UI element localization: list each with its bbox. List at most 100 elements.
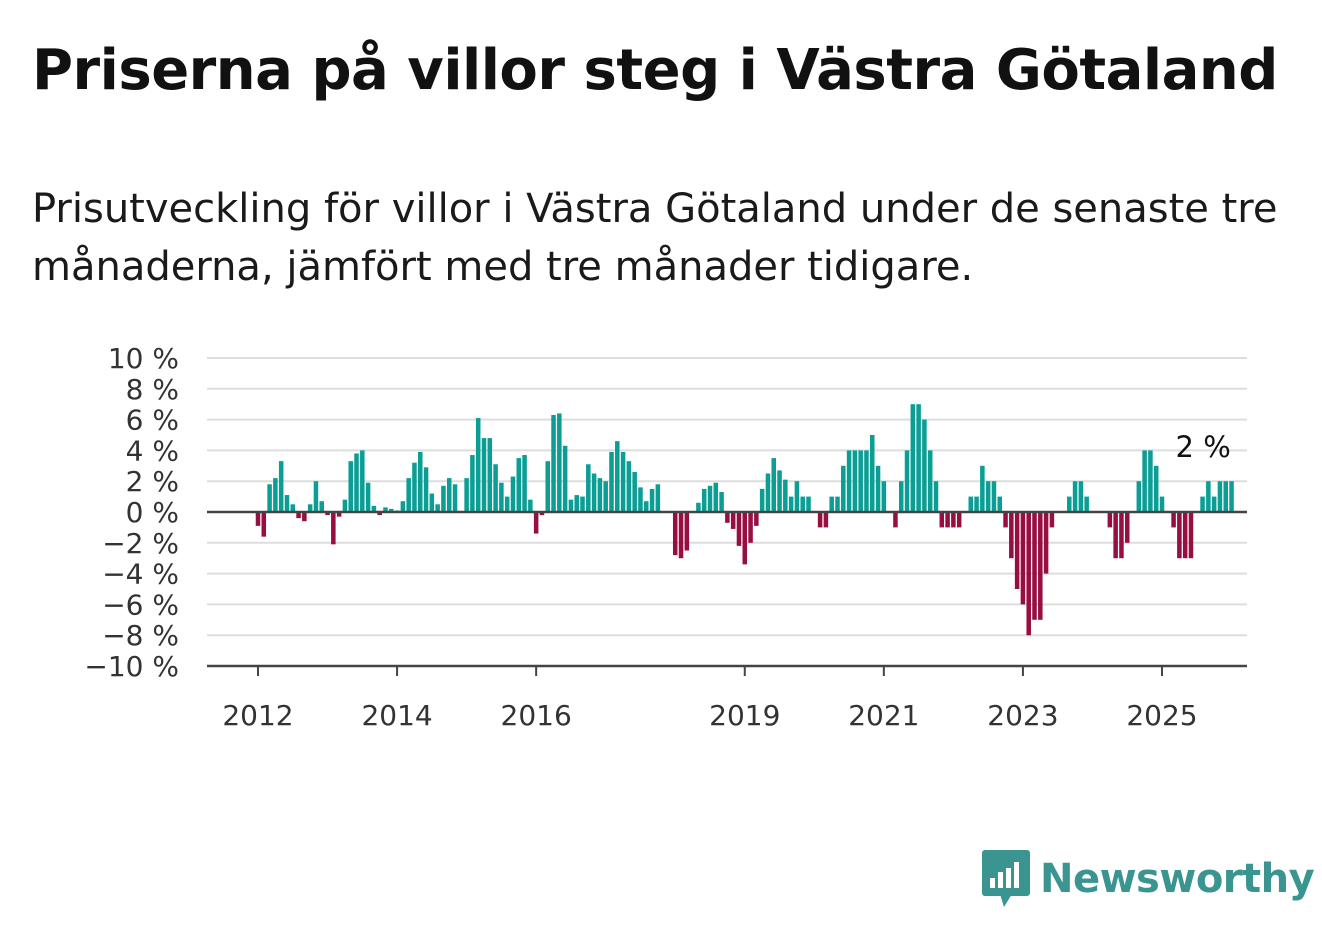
bar xyxy=(846,450,852,512)
bar xyxy=(1107,512,1113,528)
y-tick-label: −4 % xyxy=(102,558,179,591)
bar xyxy=(371,505,377,512)
bar xyxy=(794,481,800,512)
bar xyxy=(1171,512,1176,528)
last-value-annotation: 2 % xyxy=(1176,430,1231,464)
bar xyxy=(985,481,991,512)
bar xyxy=(562,445,568,512)
bar xyxy=(1072,481,1078,512)
bar xyxy=(719,491,724,512)
bar xyxy=(806,496,811,512)
bar xyxy=(742,512,748,565)
y-tick-label: −10 % xyxy=(84,650,179,683)
bar xyxy=(626,461,632,512)
bar xyxy=(1043,512,1049,574)
bar xyxy=(1014,512,1020,589)
bar xyxy=(1142,450,1147,512)
bar xyxy=(499,482,504,512)
bar xyxy=(898,481,904,512)
bar xyxy=(475,418,481,512)
bar xyxy=(406,478,411,512)
x-tick-label: 2012 xyxy=(222,699,293,732)
y-tick-label: −8 % xyxy=(102,619,179,652)
bar xyxy=(354,453,359,512)
bar xyxy=(765,473,771,512)
bar xyxy=(997,496,1002,512)
bar xyxy=(1211,496,1217,512)
x-tick-label: 2025 xyxy=(1126,699,1197,732)
bar xyxy=(365,482,371,512)
axes xyxy=(207,510,1247,676)
bar xyxy=(736,512,742,546)
bar xyxy=(1113,512,1118,559)
bar xyxy=(1084,496,1089,512)
bar xyxy=(823,512,829,528)
y-tick-label: 0 % xyxy=(126,496,179,529)
bar xyxy=(852,450,858,512)
bar xyxy=(1153,465,1159,512)
bar xyxy=(533,512,539,534)
bar xyxy=(1032,512,1037,620)
bar xyxy=(922,419,927,512)
x-tick-label: 2014 xyxy=(361,699,432,732)
bar xyxy=(754,512,759,526)
bar xyxy=(557,413,562,512)
bar xyxy=(429,493,435,512)
bar xyxy=(551,414,556,512)
bar xyxy=(377,512,382,516)
bar xyxy=(568,499,574,512)
bar xyxy=(1038,512,1043,620)
bar xyxy=(777,470,782,512)
bar xyxy=(574,495,579,512)
bar xyxy=(348,461,353,512)
bar xyxy=(470,455,475,512)
x-tick-label: 2023 xyxy=(987,699,1058,732)
bar xyxy=(296,512,301,519)
bar xyxy=(1217,481,1223,512)
bar xyxy=(904,450,910,512)
x-tick-label: 2019 xyxy=(709,699,780,732)
bar xyxy=(493,464,498,512)
y-tick-label: −6 % xyxy=(102,588,179,621)
bar xyxy=(771,458,776,512)
bar xyxy=(435,504,440,512)
bar xyxy=(783,479,788,512)
bar xyxy=(400,501,406,512)
bar xyxy=(968,496,974,512)
bar xyxy=(267,484,272,512)
bar xyxy=(302,512,307,522)
bar xyxy=(1229,481,1234,512)
bar xyxy=(788,496,794,512)
bar xyxy=(1177,512,1182,559)
bar xyxy=(1188,512,1194,559)
bar xyxy=(423,467,429,512)
bar xyxy=(974,496,979,512)
bar xyxy=(597,478,603,512)
bar xyxy=(980,465,985,512)
bar xyxy=(916,404,921,512)
bar xyxy=(586,464,591,512)
bar xyxy=(684,512,690,551)
bar xyxy=(1200,496,1205,512)
y-tick-label: −2 % xyxy=(102,527,179,560)
bar xyxy=(870,435,875,512)
bar xyxy=(927,450,933,512)
bar xyxy=(817,512,823,528)
bar xyxy=(418,451,423,512)
bar xyxy=(632,471,637,512)
bar xyxy=(620,451,626,512)
y-tick-label: 10 % xyxy=(108,342,179,375)
bar xyxy=(1136,481,1142,512)
bar xyxy=(261,512,267,537)
bar xyxy=(516,458,522,512)
bar xyxy=(325,512,330,516)
bar xyxy=(360,450,365,512)
bar xyxy=(290,504,296,512)
bar xyxy=(1223,481,1228,512)
bar xyxy=(678,512,684,559)
y-tick-label: 2 % xyxy=(126,465,179,498)
bar xyxy=(655,484,661,512)
bar xyxy=(730,512,736,529)
bar xyxy=(1003,512,1008,528)
bar xyxy=(615,441,620,512)
